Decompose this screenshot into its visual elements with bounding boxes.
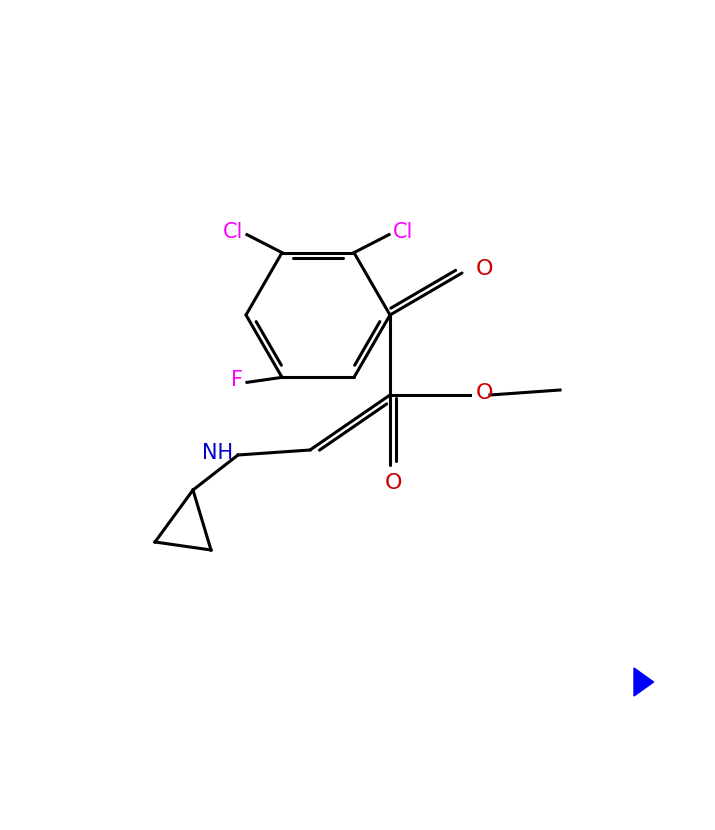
Polygon shape <box>634 668 654 696</box>
Text: Cl: Cl <box>393 222 413 242</box>
Text: O: O <box>476 383 493 403</box>
Text: O: O <box>476 259 493 279</box>
Text: NH: NH <box>202 443 233 463</box>
Text: O: O <box>384 473 402 493</box>
Text: F: F <box>231 370 243 390</box>
Text: Cl: Cl <box>222 222 243 242</box>
